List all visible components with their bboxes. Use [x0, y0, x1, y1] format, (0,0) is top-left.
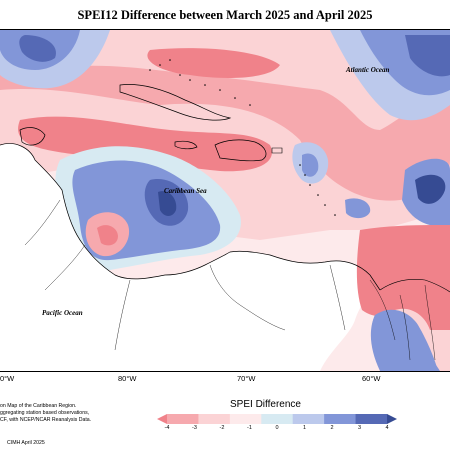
wet-gulf-strong [19, 35, 56, 62]
map-title: SPEI12 Difference between March 2025 and… [77, 8, 373, 22]
guiana-coastline [379, 279, 450, 293]
legend-arrow-low [157, 414, 167, 424]
legend-colorbar [157, 414, 397, 424]
dry-strong-north [147, 48, 280, 78]
caribbean-sea-label: Caribbean Sea [164, 187, 207, 195]
lon-label-60w: 60°W [362, 374, 381, 383]
wet-east-atlantic-max [415, 174, 446, 204]
wet-windward [345, 198, 371, 219]
legend-tick-label: -2 [219, 425, 225, 431]
legend-swatch [167, 414, 199, 424]
legend-tick-label: 2 [330, 425, 334, 431]
legend-tick-label: 4 [385, 425, 389, 431]
note-line-1: on Map of the Caribbean Region. [0, 403, 77, 409]
wet-caribbean-max [158, 191, 177, 216]
wet-lesser-antilles-mid [302, 153, 319, 177]
cuba-outline [119, 84, 232, 121]
mainland-coastline [0, 143, 381, 291]
spei-map: Atlantic Ocean Caribbean Sea Pacific Oce… [0, 29, 450, 372]
wet-northeast-strong [405, 35, 450, 77]
legend-swatch [229, 414, 262, 424]
yucatan-outline [19, 127, 46, 146]
dry-strong-antilles [18, 116, 272, 172]
legend-swatch [198, 414, 231, 424]
atlantic-ocean-label: Atlantic Ocean [346, 66, 390, 74]
island-dots [149, 59, 336, 216]
wet-brazil-north [371, 309, 438, 371]
credit-text: CIMH April 2025 [7, 440, 45, 446]
dry-band [0, 65, 450, 201]
note-line-2: ggregating station based observations, [0, 410, 90, 416]
legend-swatch [324, 414, 357, 424]
legend-title: SPEI Difference [230, 399, 301, 410]
lon-label-90w: 0°W [0, 374, 15, 383]
legend-tick-label: -3 [192, 425, 197, 431]
note-line-3: CF, with NCEP/NCAR Reanalysis Data. [0, 417, 92, 423]
legend-tick-label: 0 [275, 425, 279, 431]
legend-tick-label: 3 [357, 425, 362, 431]
puerto-rico-outline [271, 147, 283, 154]
dry-spot-caribbean-strong [97, 225, 118, 246]
legend-swatch [292, 414, 325, 424]
lon-label-70w: 70°W [237, 374, 256, 383]
central-south-america-land [0, 143, 371, 371]
legend-tick-label: -1 [247, 425, 252, 431]
legend-swatch [261, 414, 294, 424]
map-canvas [0, 30, 450, 371]
lon-label-80w: 80°W [118, 374, 137, 383]
legend-tick-label: 1 [302, 425, 307, 431]
legend-tick-label: -4 [164, 425, 170, 431]
hispaniola-outline [214, 139, 267, 162]
pacific-ocean-label: Pacific Ocean [42, 309, 83, 317]
legend-swatch [355, 414, 388, 424]
jamaica-outline [174, 140, 198, 150]
legend-arrow-high [387, 414, 397, 424]
